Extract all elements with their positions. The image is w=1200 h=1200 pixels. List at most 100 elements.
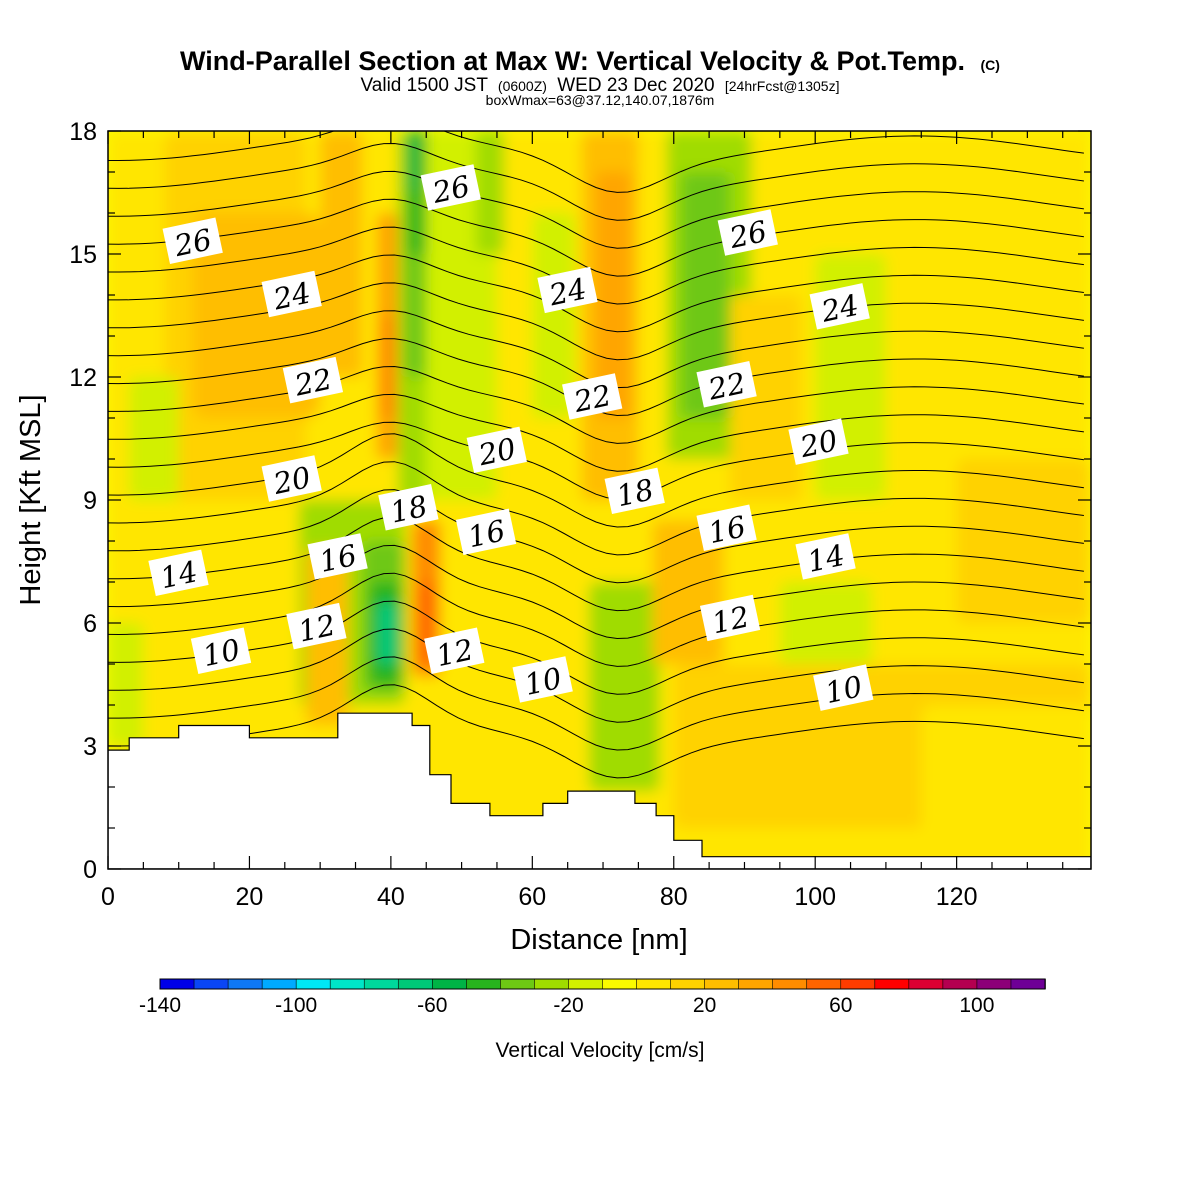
colorbar-swatch [363,978,400,990]
velocity-cell-19 [956,459,1091,623]
valid-date: WED 23 Dec 2020 [557,75,714,96]
valid-forecast: [24hrFcst@1305z] [725,78,840,94]
y-tick-label: 6 [83,610,97,638]
colorbar-swatch [840,978,876,990]
theta-contour-line-20 [108,142,1084,221]
theta-label-0: 26 [162,217,223,264]
colorbar-tick-label: 60 [829,994,852,1017]
theta-label-3: 20 [261,455,322,502]
theta-contour-line-11 [108,393,1084,472]
theta-label-16: 18 [604,467,665,515]
theta-label-21: 16 [696,504,757,551]
colorbar-swatch [432,978,468,990]
colorbar-swatch [397,978,434,990]
svg-text:24: 24 [270,276,314,317]
colorbar-swatch [261,978,297,990]
velocity-cell-35 [108,623,144,746]
y-tick-label: 0 [83,856,97,884]
theta-contour-line-3 [108,600,1084,695]
theta-contour-labels: 2624222016141210182624222016121018262422… [148,164,874,711]
colorbar-swatch [976,978,1012,990]
svg-text:18: 18 [614,472,657,513]
svg-text:12: 12 [433,632,476,673]
velocity-cell-16 [680,172,731,418]
theta-label-20: 20 [788,418,849,465]
svg-text:16: 16 [316,538,359,579]
colorbar-swatch [295,978,331,990]
svg-text:14: 14 [157,554,200,595]
theta-contour-line-19 [108,170,1084,249]
colorbar-tick-label: -20 [553,994,583,1017]
chart-valid-time: Valid 1500 JST (0600Z) WED 23 Dec 2020 [… [361,75,840,96]
theta-label-7: 10 [190,627,252,674]
theta-contour-line-7 [108,489,1084,584]
y-axis-label: Height [Kft MSL] [15,394,47,605]
theta-contour-line-6 [108,516,1084,612]
velocity-cell-3 [320,131,363,377]
svg-text:16: 16 [465,513,508,554]
theta-label-6: 12 [286,602,347,650]
svg-text:12: 12 [709,599,752,640]
colorbar-swatch [874,978,910,990]
colorbar-swatch [942,978,978,990]
theta-contours [108,131,1084,779]
theta-label-2: 22 [282,356,344,404]
theta-label-10: 24 [537,266,598,314]
x-axis-label: Distance [nm] [510,924,687,956]
svg-text:14: 14 [804,538,847,579]
colorbar-swatch [636,978,672,990]
colorbar: -140 -100 -60 -20 20 60 100 [139,978,1046,1017]
svg-text:16: 16 [705,509,748,550]
theta-label-24: 10 [813,664,874,711]
chart-title-main: Wind-Parallel Section at Max W: Vertical… [180,46,965,76]
svg-text:20: 20 [270,460,314,501]
colorbar-swatch [329,978,366,990]
theta-label-8: 18 [378,484,439,531]
theta-label-23: 12 [699,594,761,642]
theta-label-17: 26 [717,209,778,256]
y-axis: 0 3 6 9 12 15 18 [69,118,1091,884]
y-tick-label: 15 [69,241,97,269]
svg-text:10: 10 [200,632,243,673]
theta-contour-line-18 [108,198,1084,277]
colorbar-swatch [602,978,638,990]
svg-text:22: 22 [291,362,335,403]
colorbar-swatch [466,978,502,990]
colorbar-tick-label: 20 [693,994,716,1017]
x-tick-label: 40 [377,883,405,911]
theta-contour-line-1 [108,656,1084,751]
velocity-cell-11 [475,131,505,254]
theta-label-4: 16 [307,533,368,580]
y-tick-label: 3 [83,733,97,761]
y-tick-label: 12 [69,364,97,392]
colorbar-swatch [704,978,740,990]
velocity-cell-14 [595,172,632,418]
y-tick-label: 9 [83,487,97,515]
theta-label-18: 24 [809,283,870,330]
svg-text:20: 20 [796,423,840,464]
velocity-cell-17 [730,295,802,500]
velocity-cell-33 [921,705,1091,857]
colorbar-swatch [500,978,536,990]
theta-label-9: 26 [420,164,481,211]
box-wmax-info: boxWmax=63@37.12,140.07,1876m [486,92,715,108]
valid-local: Valid 1500 JST [361,75,489,96]
x-tick-label: 100 [794,883,836,911]
x-tick-label: 120 [936,883,978,911]
x-tick-label: 80 [660,883,688,911]
terrain [108,712,1091,869]
theta-contour-line-5 [108,544,1084,640]
theta-label-19: 22 [696,361,757,408]
svg-text:18: 18 [387,489,430,530]
chart-title: Wind-Parallel Section at Max W: Vertical… [180,46,1000,76]
theta-label-11: 22 [562,373,623,420]
theta-contour-line-4 [108,572,1084,667]
theta-label-22: 14 [795,533,856,580]
theta-contour-line-0 [108,684,1084,779]
colorbar-tick-label: -140 [139,994,181,1017]
svg-text:22: 22 [704,366,748,407]
x-tick-label: 20 [236,883,264,911]
plot-area: 2624222016141210182624222016121018262422… [108,131,1091,869]
theta-contour-line-2 [108,628,1084,723]
theta-contour-line-10 [108,421,1084,500]
